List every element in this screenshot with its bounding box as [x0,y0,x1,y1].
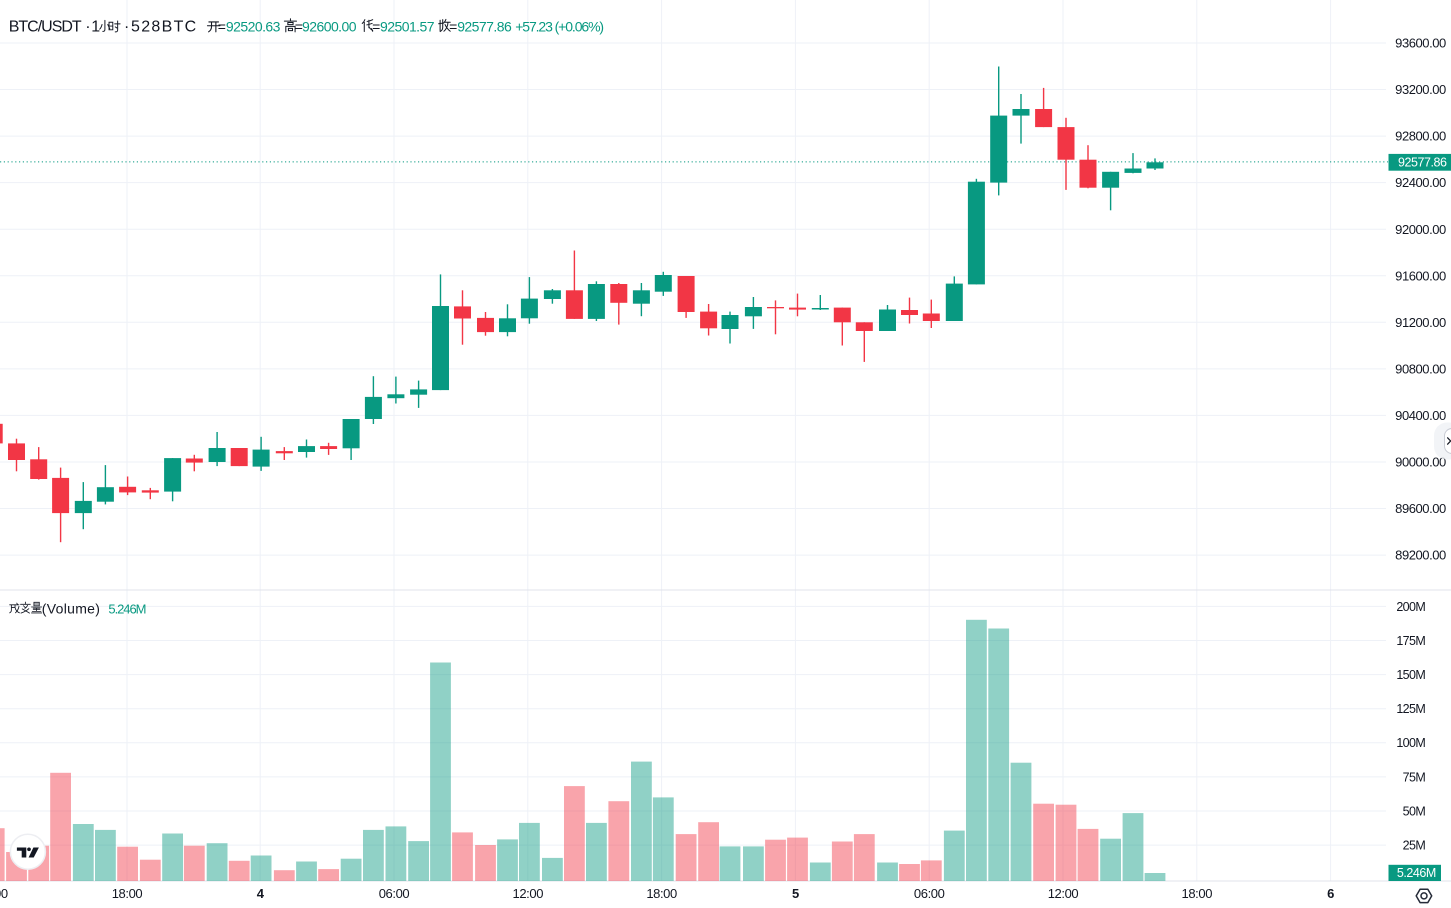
svg-text:=: = [218,19,226,35]
svg-text:75M: 75M [1403,770,1426,784]
svg-text:06:00: 06:00 [379,886,410,901]
svg-text:92577.86: 92577.86 [457,19,512,35]
svg-text:(Volume): (Volume) [42,600,100,616]
svg-text:·: · [85,19,90,36]
svg-text:92520.63: 92520.63 [226,19,281,35]
svg-text:12:00: 12:00 [1048,886,1079,901]
svg-text:528BTC: 528BTC [131,19,198,36]
svg-text:5: 5 [792,886,799,901]
svg-text:06:00: 06:00 [914,886,945,901]
svg-text:5.246M: 5.246M [108,601,145,616]
svg-text:125M: 125M [1396,702,1425,716]
svg-text:93600.00: 93600.00 [1395,36,1446,51]
svg-text:150M: 150M [1396,668,1425,682]
svg-text:89200.00: 89200.00 [1395,548,1446,563]
svg-text:18:00: 18:00 [1182,886,1213,901]
svg-text:BTC/USDT: BTC/USDT [9,19,82,36]
svg-text:175M: 175M [1396,634,1425,648]
svg-text:25M: 25M [1403,839,1426,853]
svg-text:=: = [449,19,457,35]
svg-text:90800.00: 90800.00 [1395,362,1446,377]
svg-text:=: = [372,19,380,35]
svg-text:92800.00: 92800.00 [1395,129,1446,144]
svg-text:12:00: 12:00 [513,886,544,901]
svg-text:92501.57: 92501.57 [380,19,435,35]
svg-text:90400.00: 90400.00 [1395,408,1446,423]
svg-text:93200.00: 93200.00 [1395,82,1446,97]
svg-text:1: 1 [91,19,100,36]
svg-text:+57.23 (+0.06%): +57.23 (+0.06%) [515,19,603,35]
svg-text:91200.00: 91200.00 [1395,315,1446,330]
svg-text:18:00: 18:00 [112,886,143,901]
svg-text:89600.00: 89600.00 [1395,501,1446,516]
svg-text:90000.00: 90000.00 [1395,455,1446,470]
svg-text:·: · [124,19,129,36]
svg-text:18:00: 18:00 [646,886,677,901]
svg-text:6: 6 [1327,886,1334,901]
svg-text:92000.00: 92000.00 [1395,222,1446,237]
svg-text:92400.00: 92400.00 [1395,175,1446,190]
svg-text:91600.00: 91600.00 [1395,268,1446,283]
svg-text:100M: 100M [1396,736,1425,750]
svg-text:92577.86: 92577.86 [1398,156,1447,170]
svg-text:12:00: 12:00 [0,886,8,901]
svg-text:5.246M: 5.246M [1397,866,1436,880]
svg-text:92600.00: 92600.00 [302,19,357,35]
svg-text:50M: 50M [1403,804,1426,818]
svg-text:200M: 200M [1396,600,1425,614]
svg-text:=: = [295,19,303,35]
svg-text:4: 4 [257,886,265,901]
